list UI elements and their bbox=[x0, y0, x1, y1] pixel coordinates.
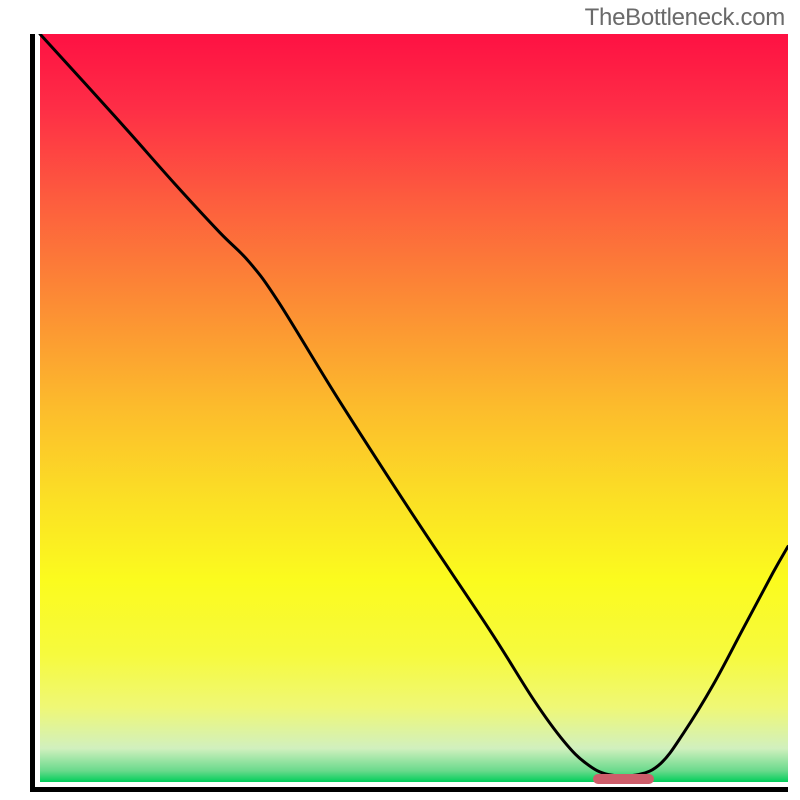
optimal-range-marker bbox=[593, 774, 653, 784]
chart-gradient-background bbox=[40, 34, 788, 782]
chart-plot-area bbox=[30, 34, 788, 792]
watermark-text: TheBottleneck.com bbox=[585, 4, 785, 32]
